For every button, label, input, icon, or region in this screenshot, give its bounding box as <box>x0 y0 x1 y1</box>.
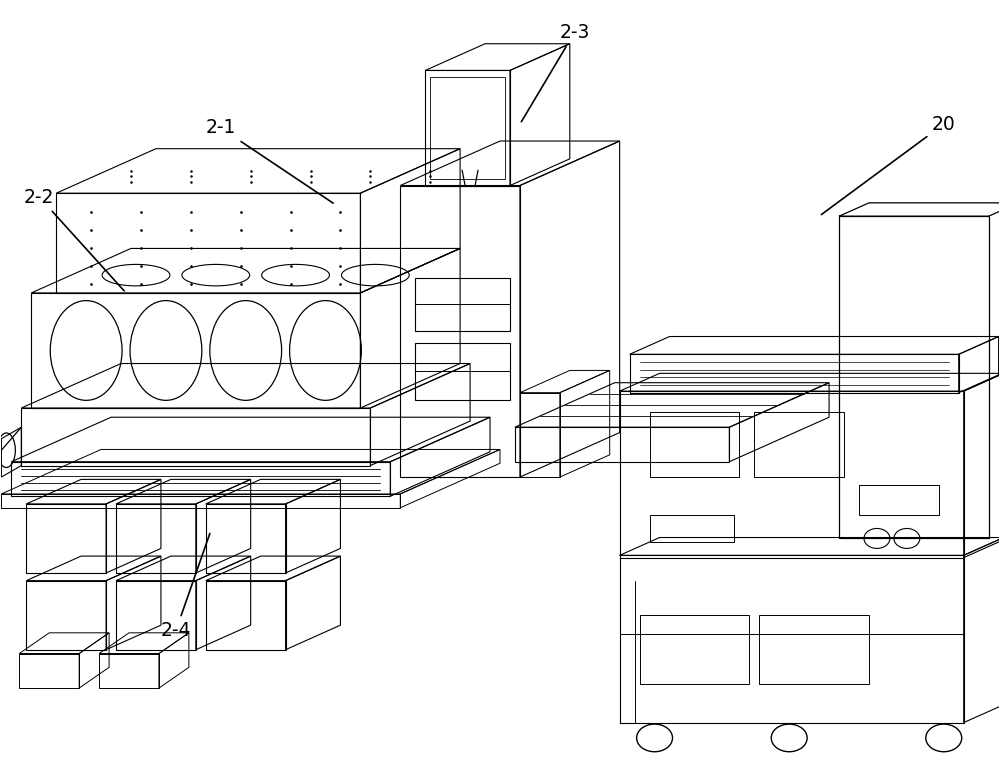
Text: 20: 20 <box>821 115 956 215</box>
Text: 2-4: 2-4 <box>161 534 210 640</box>
Text: 2-2: 2-2 <box>24 188 124 291</box>
Text: 2-3: 2-3 <box>521 22 590 122</box>
Text: 2-1: 2-1 <box>206 119 333 203</box>
